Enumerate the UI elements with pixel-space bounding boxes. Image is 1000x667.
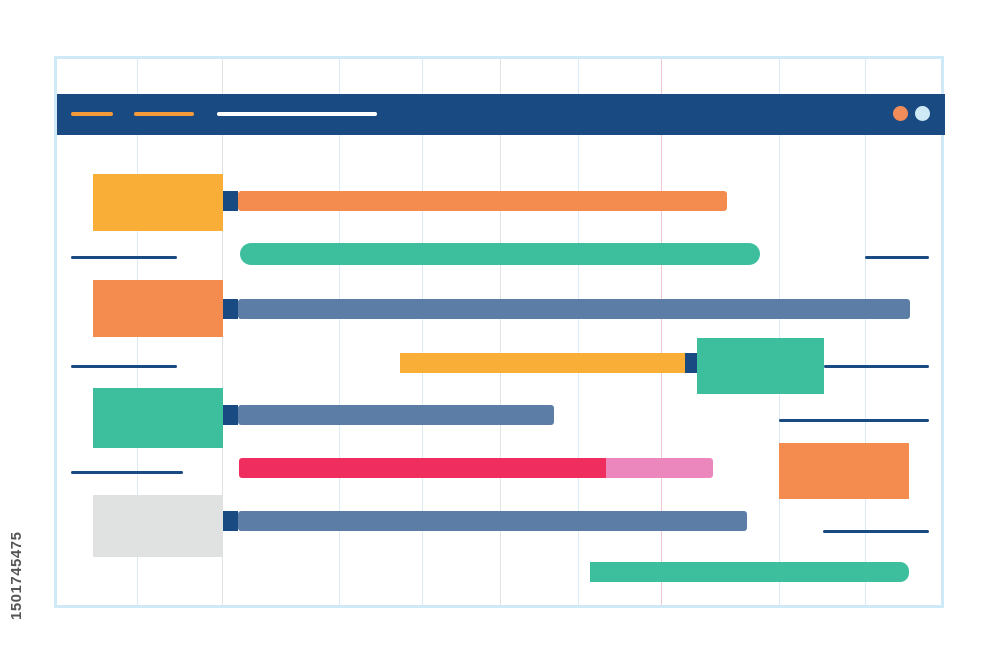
watermark-id: 1501745475 [8, 531, 25, 620]
task-bar-cap [223, 299, 238, 319]
light-blue-circle-icon[interactable] [915, 106, 930, 121]
grid-line [865, 59, 866, 605]
grid-line [779, 59, 780, 605]
task-bar[interactable] [400, 353, 685, 373]
row-divider-dash [71, 256, 177, 259]
grid-line [422, 59, 423, 605]
row-divider-dash [823, 530, 929, 533]
task-label-block[interactable] [93, 388, 223, 448]
task-bar[interactable] [590, 562, 909, 582]
task-bar-cap [223, 191, 238, 211]
task-label-block[interactable] [93, 174, 223, 231]
row-divider-dash [824, 365, 929, 368]
task-bar[interactable] [240, 243, 760, 265]
grid-line [661, 59, 662, 605]
task-bar-cap [223, 511, 238, 531]
task-bar[interactable] [238, 511, 747, 531]
grid-line [339, 59, 340, 605]
task-label-block[interactable] [93, 280, 223, 337]
task-label-block[interactable] [93, 495, 223, 557]
task-bar[interactable] [238, 191, 727, 211]
orange-circle-icon[interactable] [893, 106, 908, 121]
gantt-window [54, 56, 945, 608]
side-task-block[interactable] [779, 443, 909, 499]
title-bar [57, 94, 945, 135]
task-bar[interactable] [239, 458, 606, 478]
milestone-block[interactable] [697, 338, 824, 394]
grid-line [578, 59, 579, 605]
task-bar[interactable] [238, 405, 554, 425]
title-dash-white [217, 112, 377, 116]
task-bar-cap [223, 405, 238, 425]
task-bar-cap [685, 353, 700, 373]
row-divider-dash [865, 256, 929, 259]
task-bar-extension[interactable] [606, 458, 713, 478]
row-divider-dash [779, 419, 929, 422]
title-dash-orange [134, 112, 194, 116]
title-dash-orange [71, 112, 113, 116]
row-divider-dash [71, 471, 183, 474]
grid-line [500, 59, 501, 605]
row-divider-dash [71, 365, 177, 368]
task-bar[interactable] [238, 299, 910, 319]
